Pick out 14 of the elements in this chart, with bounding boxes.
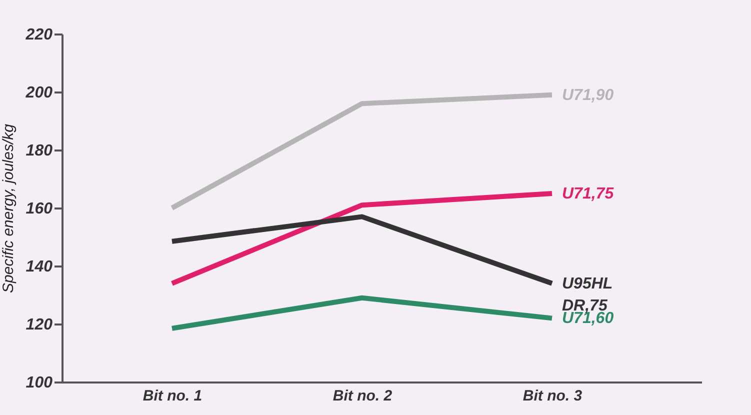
y-tick-label: 140 [26, 258, 53, 276]
series-label: U71,75 [562, 186, 615, 202]
y-tick-label: 200 [24, 84, 53, 102]
y-axis-title: Specific energy, joules/kg [0, 123, 17, 293]
y-tick-label: 100 [26, 374, 53, 392]
y-tick-label: 160 [26, 200, 53, 218]
x-tick-label: Bit no. 3 [522, 388, 583, 404]
y-tick-label: 180 [26, 142, 53, 160]
series-label: U71,60 [562, 310, 614, 328]
y-tick-label: 220 [24, 26, 53, 44]
x-tick-label: Bit no. 2 [332, 388, 393, 404]
y-tick-label: 120 [26, 316, 53, 334]
x-tick-label: Bit no. 1 [142, 388, 202, 404]
series-label: U71,90 [562, 86, 614, 104]
